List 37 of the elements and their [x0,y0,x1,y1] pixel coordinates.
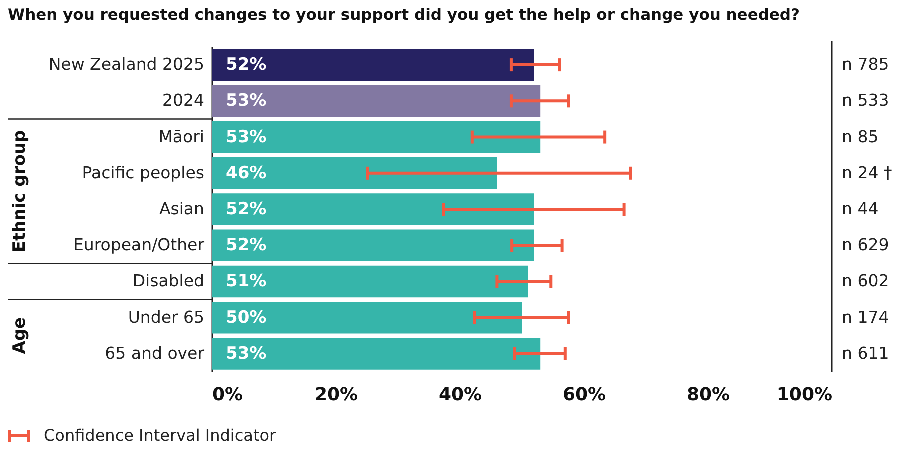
x-tick-label: 40% [438,384,482,406]
text: n 533 [842,91,890,110]
data-label: 52% [226,236,267,256]
y-tick-label: European/Other [73,236,205,255]
chart-title: When you requested changes to your support did you get the help or change you needed? [8,6,800,24]
text: Age [10,317,30,354]
x-tick-label: 60% [562,384,606,406]
x-tick-label: 80% [686,384,730,406]
text: n 24 † [842,163,892,182]
x-tick-label: 20% [314,384,358,406]
text: n 85 [842,127,879,146]
data-label: 51% [226,272,267,292]
data-label: 53% [226,91,267,112]
data-label: 53% [226,127,267,148]
text: Ethnic group [10,130,30,253]
text: n 611 [842,344,890,363]
text: n 174 [842,308,890,327]
data-label: 52% [226,55,267,76]
y-tick-label: New Zealand 2025 [48,55,204,74]
data-label: 50% [226,308,267,328]
data-label: 52% [226,200,267,220]
y-tick-label: Under 65 [128,308,204,327]
x-tick-label: 100% [776,384,832,406]
data-label: 53% [226,344,267,364]
y-tick-label: 65 and over [105,344,205,363]
y-tick-label: Asian [159,200,204,218]
y-tick-label: Pacific peoples [82,163,204,182]
text: Confidence Interval Indicator [44,426,276,445]
y-tick-label: Māori [158,127,204,146]
text: n 44 [842,200,879,218]
y-tick-label: Disabled [132,272,204,291]
text: n 602 [842,272,890,291]
text: n 629 [842,236,890,255]
text: n 785 [842,55,890,74]
y-tick-label: 2024 [162,91,204,110]
data-label: 46% [226,163,267,184]
x-tick-label: 0% [212,384,244,406]
